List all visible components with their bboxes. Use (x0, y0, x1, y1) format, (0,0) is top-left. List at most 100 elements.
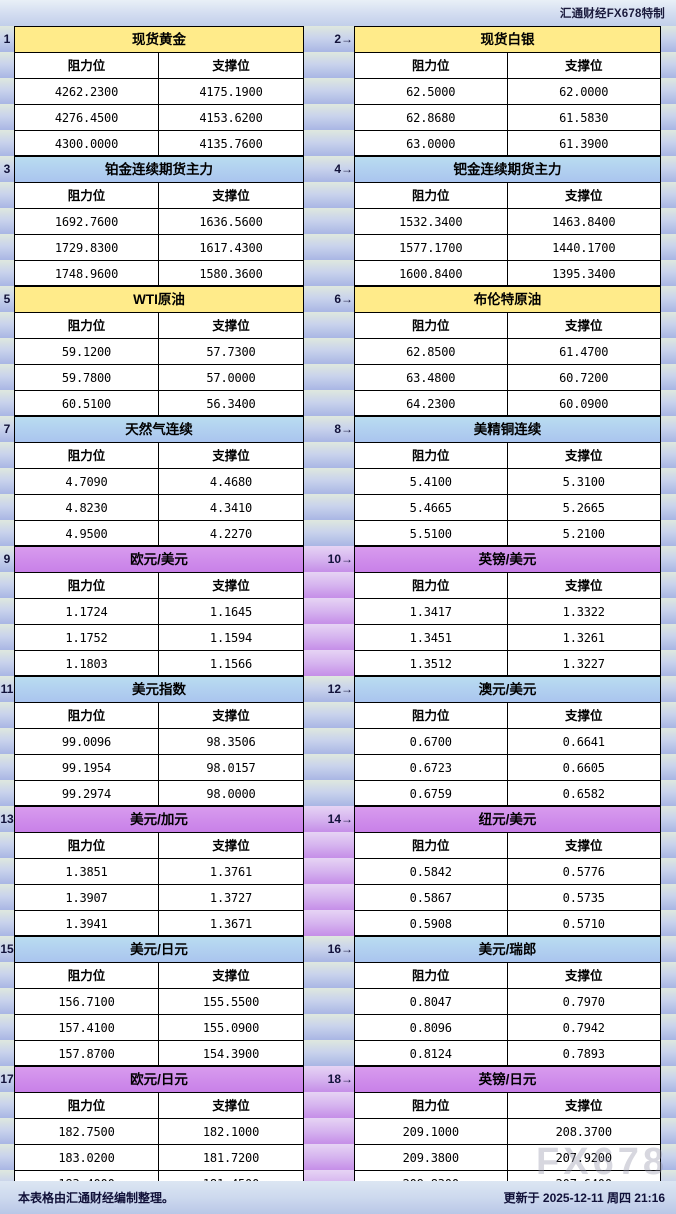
gutter-band (304, 702, 354, 728)
gutter-band (661, 286, 676, 312)
support-value: 1395.3400 (552, 267, 616, 281)
data-row: 157.4100 155.0900 (15, 1015, 303, 1041)
column-header-row: 阻力位 支撑位 (355, 443, 660, 469)
data-row: 1.3451 1.3261 (355, 625, 660, 651)
row-index-middle: 14→ (327, 812, 353, 826)
support-value: 62.0000 (559, 85, 609, 99)
instrument-block: 美元/日元 阻力位 支撑位 156.7100 155.5500 157.4100 155.0… (14, 936, 304, 1067)
support-value: 5.2100 (562, 527, 605, 541)
gutter-band (661, 104, 676, 130)
gutter-band (304, 1040, 354, 1066)
column-header-row: 阻力位 支撑位 (15, 833, 303, 859)
top-banner: 汇通财经FX678特制 (0, 0, 676, 26)
support-value: 1580.3600 (199, 267, 263, 281)
header-support: 支撑位 (564, 319, 603, 333)
gutter-band (304, 780, 354, 806)
header-support: 支撑位 (212, 579, 250, 593)
row-index-left: 3 (3, 162, 11, 176)
instrument-block: 英镑/日元 阻力位 支撑位 209.1000 208.3700 209.3800 207.9… (354, 1066, 661, 1197)
instrument-title: 布伦特原油 (355, 287, 660, 313)
resistance-value: 1.3907 (15, 885, 159, 910)
resistance-value: 1.3941 (15, 911, 159, 937)
gutter-band (0, 286, 14, 312)
header-resistance: 阻力位 (15, 963, 159, 988)
instrument-title: 美元指数 (15, 677, 303, 703)
instrument-block: 美元/瑞郎 阻力位 支撑位 0.8047 0.7970 0.8096 0.7942 0.812… (354, 936, 661, 1067)
data-row: 59.7800 57.0000 (15, 365, 303, 391)
resistance-value: 4.7090 (15, 469, 159, 494)
support-value: 1.3261 (562, 631, 605, 645)
column-header-row: 阻力位 支撑位 (15, 573, 303, 599)
support-value: 5.2665 (562, 501, 605, 515)
header-support: 支撑位 (564, 59, 603, 73)
instrument-title: 欧元/日元 (15, 1067, 303, 1093)
gutter-band (661, 1040, 676, 1066)
support-value: 60.7200 (559, 371, 609, 385)
header-resistance: 阻力位 (15, 53, 159, 78)
support-value: 1.3761 (209, 865, 253, 879)
data-row: 4262.2300 4175.1900 (15, 79, 303, 105)
data-row: 1.3941 1.3671 (15, 911, 303, 937)
support-value: 1.1566 (209, 657, 253, 671)
instrument-block: 英镑/美元 阻力位 支撑位 1.3417 1.3322 1.3451 1.3261 1.351… (354, 546, 661, 677)
gutter-band (0, 78, 14, 104)
header-resistance: 阻力位 (15, 1093, 159, 1118)
gutter-band (304, 156, 354, 182)
data-row: 1692.7600 1636.5600 (15, 209, 303, 235)
column-header-row: 阻力位 支撑位 (15, 443, 303, 469)
data-row: 5.5100 5.2100 (355, 521, 660, 547)
instrument-title: 欧元/美元 (15, 547, 303, 573)
header-resistance: 阻力位 (355, 1093, 508, 1118)
row-index-middle: 10→ (327, 552, 353, 566)
gutter-band (0, 832, 14, 858)
data-row: 1.1752 1.1594 (15, 625, 303, 651)
gutter-band (0, 728, 14, 754)
support-value: 0.7942 (562, 1021, 605, 1035)
data-row: 0.5842 0.5776 (355, 859, 660, 885)
resistance-value: 4.8230 (15, 495, 159, 520)
instrument-block: 美元指数 阻力位 支撑位 99.0096 98.3506 99.1954 98.0157 99… (14, 676, 304, 807)
banner-title: 汇通财经FX678特制 (559, 8, 665, 20)
instrument-title: 英镑/美元 (355, 547, 660, 573)
resistance-value: 4.9500 (15, 521, 159, 547)
gutter-band (0, 962, 14, 988)
row-index-left: 15 (0, 942, 14, 956)
support-value: 1.3322 (562, 605, 605, 619)
gutter-band (304, 988, 354, 1014)
header-support: 支撑位 (564, 579, 603, 593)
gutter-band (0, 390, 14, 416)
resistance-value: 5.4665 (355, 495, 508, 520)
gutter-band (304, 624, 354, 650)
gutter-band (0, 104, 14, 130)
gutter-band (661, 728, 676, 754)
support-value: 4.4680 (209, 475, 253, 489)
header-support: 支撑位 (564, 1099, 603, 1113)
gutter-band (0, 806, 14, 832)
support-value: 1.3671 (209, 917, 253, 931)
gutter-band (661, 442, 676, 468)
header-support: 支撑位 (212, 189, 250, 203)
gutter-band (304, 598, 354, 624)
data-row: 209.1000 208.3700 (355, 1119, 660, 1145)
gutter-band (661, 182, 676, 208)
resistance-value: 209.3800 (355, 1145, 508, 1170)
resistance-value: 63.0000 (355, 131, 508, 157)
gutter-band (0, 1014, 14, 1040)
row-index-left: 5 (3, 292, 11, 306)
gutter-band (0, 780, 14, 806)
data-row: 99.1954 98.0157 (15, 755, 303, 781)
resistance-value: 4276.4500 (15, 105, 159, 130)
gutter-band (304, 390, 354, 416)
resistance-value: 0.6723 (355, 755, 508, 780)
resistance-value: 1.3851 (15, 859, 159, 884)
row-index-left: 1 (3, 32, 11, 46)
resistance-value: 62.8680 (355, 105, 508, 130)
gutter-band (0, 1066, 14, 1092)
gutter-band (304, 286, 354, 312)
instrument-block: 欧元/美元 阻力位 支撑位 1.1724 1.1645 1.1752 1.1594 1.180… (14, 546, 304, 677)
column-header-row: 阻力位 支撑位 (355, 963, 660, 989)
gutter-band (661, 312, 676, 338)
resistance-value: 1.3417 (355, 599, 508, 624)
data-row: 4.8230 4.3410 (15, 495, 303, 521)
header-resistance: 阻力位 (355, 703, 508, 728)
